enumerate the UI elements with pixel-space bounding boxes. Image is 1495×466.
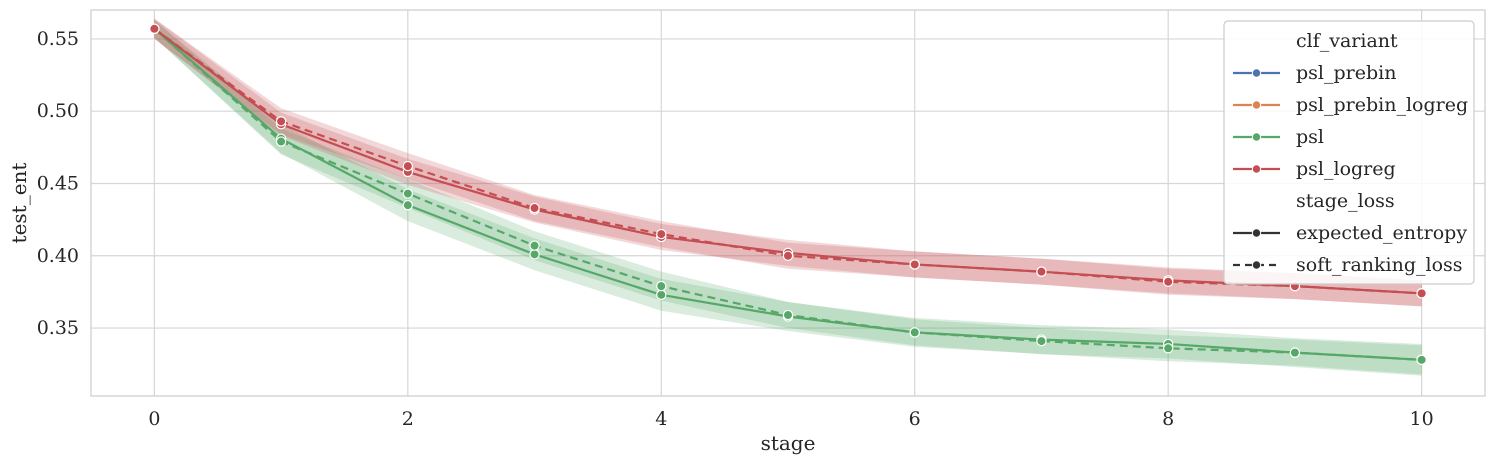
data-point — [1036, 266, 1047, 277]
x-tick-labels: 0 2 4 6 8 10 — [148, 408, 1433, 430]
series-markers — [149, 23, 1427, 366]
data-point — [275, 116, 287, 127]
data-point — [402, 188, 414, 199]
data-point — [402, 160, 414, 172]
data-point — [1036, 335, 1047, 347]
x-tick-label: 2 — [402, 408, 414, 430]
y-tick-labels: 0.35 0.40 0.45 0.50 0.55 — [37, 28, 79, 339]
data-point — [1289, 347, 1301, 358]
data-point — [782, 309, 794, 321]
plot-frame — [90, 9, 1486, 397]
legend-label-soft_ranking_loss: soft_ranking_loss — [1296, 254, 1463, 276]
y-tick-label: 0.45 — [37, 172, 79, 194]
data-point — [909, 327, 920, 338]
data-point — [656, 289, 667, 301]
data-point — [529, 249, 540, 260]
data-point — [656, 228, 667, 240]
data-point — [1416, 354, 1427, 366]
data-point — [656, 280, 667, 292]
legend-marker — [1251, 100, 1262, 110]
legend: clf_variant psl_prebin psl_prebin_logregps… — [1223, 20, 1475, 285]
legend-marker — [1251, 132, 1262, 142]
legend-title-clf-variant: clf_variant — [1296, 30, 1398, 52]
x-axis-label: stage — [761, 431, 816, 455]
legend-marker — [1251, 228, 1262, 238]
data-point — [529, 240, 540, 251]
legend-label-psl_logreg: psl_logreg — [1296, 158, 1396, 180]
x-tick-label: 0 — [148, 408, 160, 430]
legend-marker — [1251, 164, 1262, 174]
x-tick-label: 4 — [655, 408, 667, 430]
legend-marker — [1251, 68, 1262, 78]
legend-title-stage-loss: stage_loss — [1296, 190, 1395, 212]
legend-label-psl: psl — [1296, 126, 1324, 148]
y-tick-label: 0.35 — [37, 317, 79, 339]
y-tick-label: 0.50 — [37, 100, 79, 122]
x-tick-label: 10 — [1410, 408, 1434, 430]
data-point — [782, 250, 794, 261]
data-point — [1162, 343, 1174, 354]
data-point — [1416, 288, 1427, 299]
y-tick-label: 0.40 — [37, 245, 79, 267]
legend-label-psl_prebin: psl_prebin — [1296, 62, 1396, 84]
x-tick-label: 6 — [909, 408, 921, 430]
legend-label-psl_prebin_logreg: psl_prebin_logreg — [1296, 94, 1468, 116]
data-point — [275, 136, 287, 147]
legend-marker — [1251, 260, 1262, 270]
x-tick-label: 8 — [1162, 408, 1174, 430]
data-point — [402, 199, 414, 211]
legend-box — [1223, 20, 1475, 285]
data-point — [909, 259, 920, 270]
data-point — [529, 202, 540, 214]
y-axis-label: test_ent — [7, 163, 31, 244]
data-point — [1162, 276, 1174, 287]
y-tick-label: 0.55 — [37, 28, 79, 50]
legend-label-expected_entropy: expected_entropy — [1296, 222, 1467, 244]
data-point — [149, 23, 160, 34]
